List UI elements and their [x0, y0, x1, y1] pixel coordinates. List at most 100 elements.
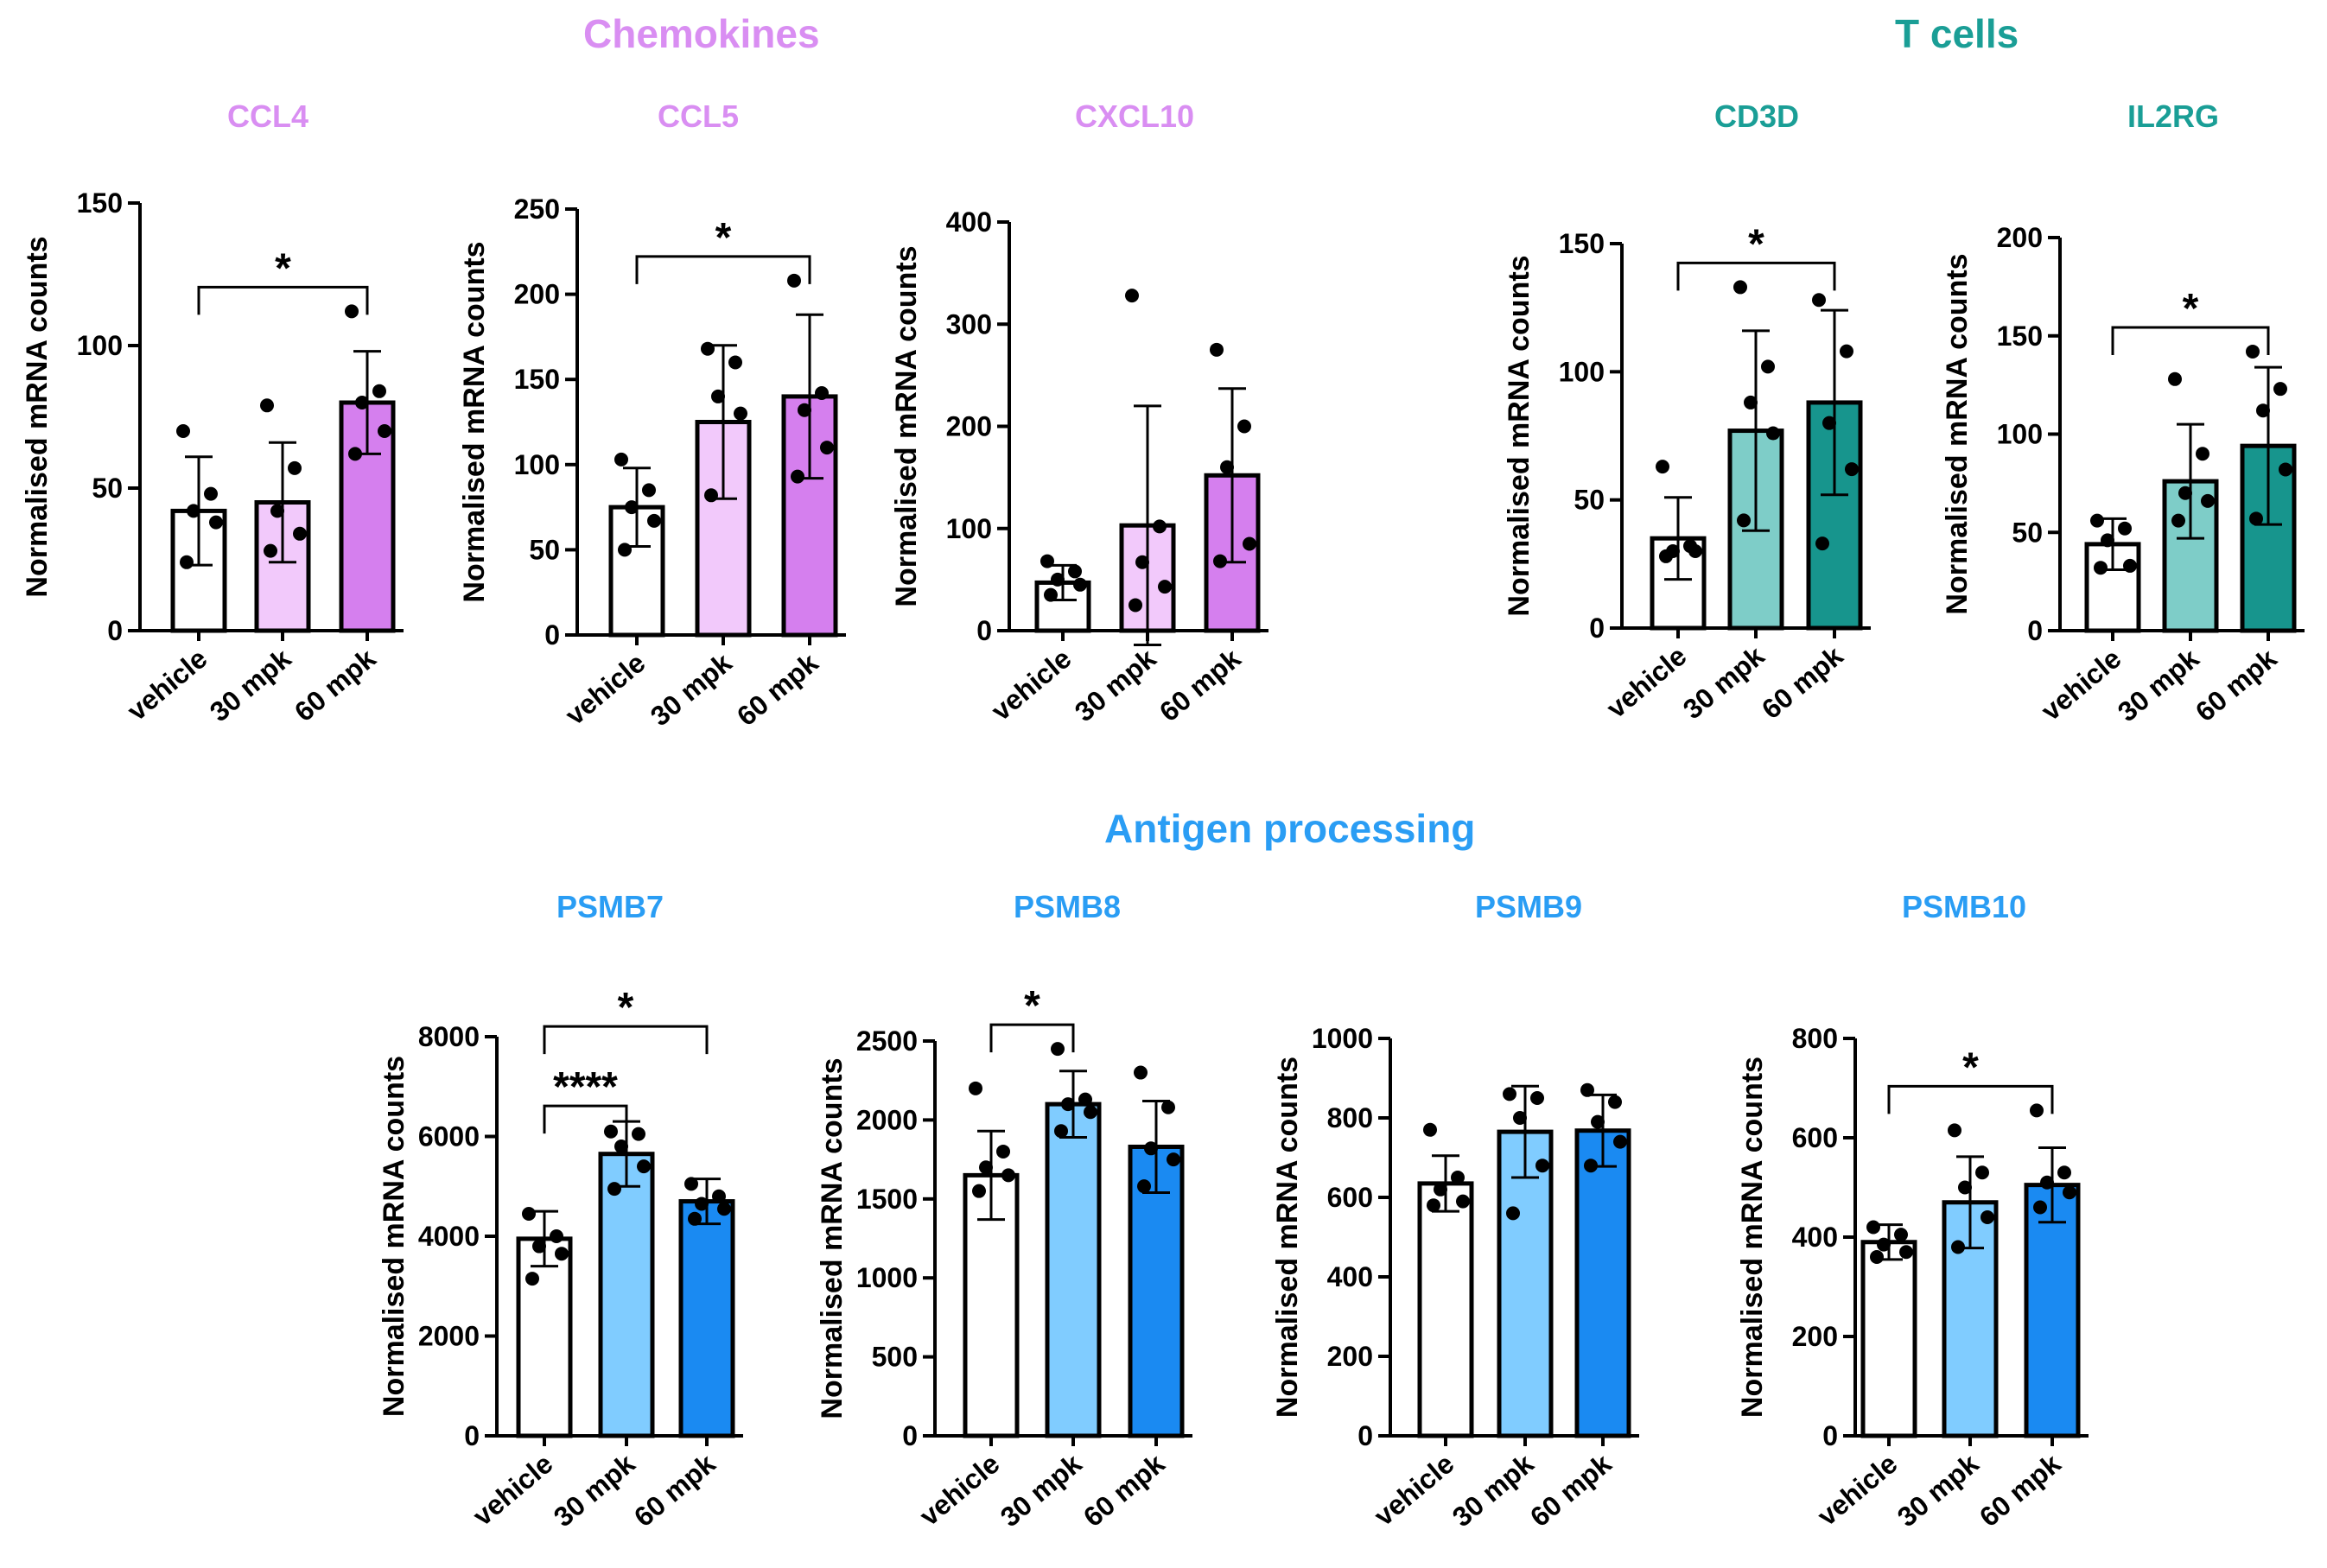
- x-tick-label: vehicle: [1811, 1448, 1903, 1532]
- y-tick-label: 2000: [418, 1321, 480, 1352]
- y-tick-label: 600: [1792, 1122, 1838, 1153]
- data-point: [1051, 1042, 1065, 1057]
- data-point: [1125, 289, 1139, 303]
- data-point: [270, 504, 284, 518]
- data-point: [791, 469, 804, 484]
- data-point: [1237, 419, 1251, 434]
- data-point: [647, 513, 661, 528]
- y-tick-label: 800: [1792, 1023, 1838, 1054]
- data-point: [1129, 598, 1142, 613]
- data-point: [604, 1124, 618, 1139]
- x-tick-label: 60 mpk: [1154, 643, 1247, 728]
- data-point: [176, 424, 190, 438]
- chart-psmb9: PSMB9 Normalised mRNA counts 0 200 400 600 800…: [1271, 889, 1639, 1533]
- chart-ccl5: CCL5 Normalised mRNA counts 0 50 100 150 200 25…: [458, 98, 846, 732]
- data-point: [1733, 280, 1747, 295]
- data-point: [1761, 359, 1775, 374]
- chart-psmb10: PSMB10 Normalised mRNA counts 0 200 400 600 80…: [1736, 889, 2089, 1533]
- chart-title: CD3D: [1714, 98, 1799, 134]
- data-point: [264, 543, 277, 558]
- data-point: [1161, 1100, 1175, 1114]
- data-point: [355, 396, 369, 409]
- y-tick-label: 800: [1327, 1102, 1373, 1133]
- data-point: [2094, 561, 2108, 575]
- x-tick-label: 60 mpk: [1078, 1448, 1171, 1533]
- y-tick-label: 300: [946, 308, 992, 340]
- chart-title: PSMB7: [556, 889, 664, 924]
- significance-bracket: [2111, 326, 2270, 355]
- data-point: [1951, 1240, 1965, 1254]
- x-tick-label: vehicle: [1600, 640, 1692, 724]
- data-point: [1423, 1122, 1437, 1137]
- data-point: [1870, 1250, 1884, 1264]
- significance-label: *: [1748, 221, 1764, 267]
- data-point: [2171, 513, 2185, 528]
- significance-label: *: [2183, 286, 2199, 332]
- data-point: [1899, 1245, 1913, 1260]
- data-point: [1051, 572, 1065, 587]
- x-tick-label: 60 mpk: [289, 643, 382, 728]
- data-point: [2123, 558, 2137, 573]
- data-point: [1040, 554, 1054, 568]
- group-title-antigen-processing: Antigen processing: [1104, 806, 1476, 851]
- data-point: [2178, 486, 2192, 500]
- chart-title: CXCL10: [1075, 98, 1194, 134]
- data-point: [1535, 1159, 1549, 1173]
- data-point: [2256, 403, 2270, 418]
- y-tick-label: 100: [1559, 356, 1605, 387]
- data-point: [734, 406, 747, 421]
- x-tick-label: 60 mpk: [628, 1448, 722, 1533]
- data-point: [1688, 544, 1702, 558]
- data-point: [180, 555, 194, 569]
- y-axis-label: Normalised mRNA counts: [1271, 1057, 1304, 1418]
- y-tick-label: 100: [1997, 419, 2043, 450]
- data-point: [2168, 371, 2182, 386]
- data-point: [1503, 1087, 1516, 1101]
- y-tick-label: 1000: [856, 1262, 918, 1293]
- y-tick-label: 6000: [418, 1121, 480, 1152]
- data-point: [1084, 1105, 1097, 1120]
- data-point: [1766, 426, 1780, 441]
- y-axis-label: Normalised mRNA counts: [21, 236, 54, 597]
- data-point: [209, 515, 223, 530]
- data-point: [1737, 513, 1751, 528]
- data-point: [1613, 1134, 1627, 1149]
- data-point: [522, 1207, 536, 1222]
- data-point: [1144, 1141, 1158, 1156]
- y-tick-label: 0: [1822, 1420, 1838, 1451]
- significance-label: *: [1962, 1044, 1979, 1090]
- y-axis-label: Normalised mRNA counts: [1941, 253, 1974, 614]
- data-point: [1451, 1171, 1465, 1184]
- data-point: [979, 1160, 993, 1175]
- significance-bracket: [1887, 1084, 2054, 1114]
- data-point: [2090, 513, 2104, 528]
- data-point: [378, 424, 391, 438]
- x-tick-label: vehicle: [2035, 643, 2127, 727]
- data-point: [2246, 344, 2260, 359]
- data-point: [1958, 1180, 1972, 1195]
- x-tick-label: 30 mpk: [1069, 643, 1162, 728]
- x-tick-label: 30 mpk: [204, 643, 297, 728]
- chart-title: PSMB10: [1902, 889, 2026, 924]
- y-tick-label: 0: [902, 1420, 918, 1451]
- x-tick-label: 60 mpk: [1524, 1448, 1618, 1533]
- y-tick-label: 400: [1792, 1222, 1838, 1253]
- data-point: [1812, 293, 1826, 308]
- data-point: [787, 273, 801, 288]
- data-point: [2101, 533, 2114, 548]
- data-point: [1134, 1065, 1148, 1080]
- x-tick-label: 30 mpk: [1677, 640, 1771, 726]
- x-tick-label: 60 mpk: [1756, 640, 1849, 726]
- data-point: [1044, 587, 1058, 602]
- chart-ccl4: CCL4 Normalised mRNA counts 0 50 100 150 vehic…: [21, 98, 404, 727]
- y-tick-label: 100: [946, 513, 992, 544]
- data-point: [1948, 1123, 1961, 1138]
- significance-bracket: [197, 285, 369, 315]
- data-point: [688, 1211, 702, 1226]
- y-tick-label: 150: [1559, 228, 1605, 259]
- y-tick-label: 50: [92, 473, 123, 504]
- y-tick-label: 100: [77, 330, 123, 361]
- data-point: [701, 341, 715, 356]
- data-point: [1980, 1210, 1994, 1224]
- y-tick-label: 150: [514, 364, 560, 395]
